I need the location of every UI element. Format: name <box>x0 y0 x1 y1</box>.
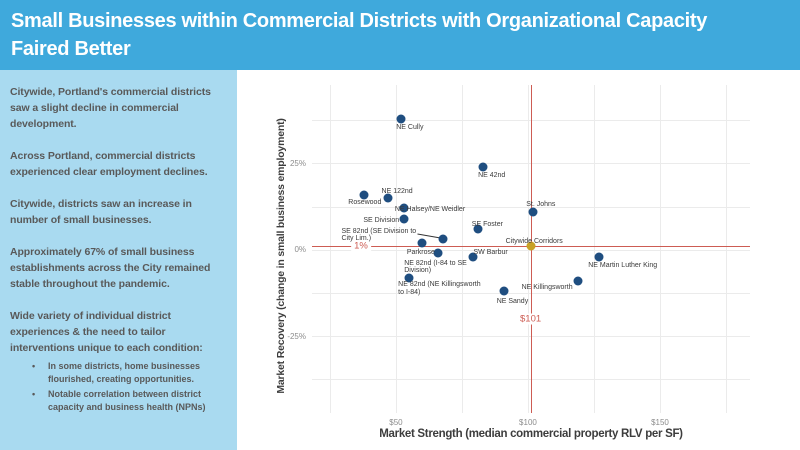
scatter-dot-label: Citywide Corridors <box>505 237 563 245</box>
scatter-dot <box>499 286 509 296</box>
scatter-dot-label: NE Killingsworth <box>521 283 573 291</box>
scatter-dot-label: SE Foster <box>471 220 503 228</box>
scatter-dot-label: Rosewood <box>348 199 382 207</box>
scatter-dot-label: NE 42nd <box>478 172 506 180</box>
sidebar-bullet: In some districts, home businesses flour… <box>30 360 228 385</box>
scatter-dot <box>468 252 478 262</box>
sidebar-paragraph: Citywide, districts saw an increase in n… <box>10 198 192 226</box>
x-gridline <box>593 85 595 413</box>
y-tick-label: 0% <box>294 245 306 255</box>
scatter-dot-label: NE Cully <box>396 123 424 131</box>
y-tick-label: -25% <box>287 331 306 341</box>
sidebar-paragraph: Citywide, Portland's commercial district… <box>10 86 211 130</box>
scatter-dot <box>478 162 488 172</box>
scatter-dot-label: SE 82nd (SE Division to City Lim.) <box>341 227 417 243</box>
reference-label-101-dollars: $101 <box>517 313 545 325</box>
x-gridline <box>725 85 727 413</box>
x-tick-label: $150 <box>651 418 669 427</box>
scatter-dot <box>594 252 604 262</box>
slide-header: Small Businesses within Commercial Distr… <box>0 0 800 70</box>
x-tick-label: $50 <box>389 418 403 427</box>
scatter-dot-label: NE 82nd (I-84 to SE Division) <box>404 259 467 275</box>
scatter-dot <box>573 276 583 286</box>
scatter-dot <box>359 190 369 200</box>
scatter-dot <box>528 207 538 217</box>
label-leader-lines <box>417 233 441 239</box>
scatter-dot-label: St. Johns <box>526 201 556 209</box>
x-gridline <box>461 85 463 413</box>
y-tick-label: 25% <box>289 158 306 168</box>
scatter-dot <box>399 214 409 224</box>
sidebar-bullet: Notable correlation between district cap… <box>30 388 228 413</box>
scatter-dot <box>399 203 409 213</box>
scatter-dot-label: NE Sandy <box>496 297 529 305</box>
sidebar-paragraph: Across Portland, commercial districts ex… <box>10 150 208 178</box>
scatter-dot-label: SE Division <box>363 216 400 224</box>
scatter-dot-label: NE Martin Luther King <box>588 262 658 270</box>
x-gridline <box>395 85 397 413</box>
scatter-plot: Market Recovery (change in small busines… <box>237 70 800 450</box>
x-gridline <box>659 85 661 413</box>
sidebar-paragraph: Wide variety of individual district expe… <box>10 310 203 354</box>
x-gridline <box>329 85 331 413</box>
slide-title-line-1: Small Businesses within Commercial Distr… <box>11 10 708 32</box>
x-axis-title: Market Strength (median commercial prope… <box>379 428 683 440</box>
scatter-dot-label: NE 82nd (NE Killingsworth to I-84) <box>398 281 481 296</box>
scatter-dot-label: SW Barbur <box>473 248 508 256</box>
slide-title-line-2: Faired Better <box>11 38 131 60</box>
reference-label-1-percent: 1% <box>351 240 371 252</box>
scatter-dot-citywide-corridors <box>526 241 536 251</box>
scatter-dot-label: NE Halsey/NE Weidler <box>394 206 466 214</box>
scatter-dot-label: Parkrose <box>406 249 435 257</box>
scatter-dot <box>473 224 483 234</box>
scatter-dot <box>433 248 443 258</box>
sidebar-text-panel: Citywide, Portland's commercial district… <box>0 70 237 450</box>
scatter-dot <box>417 238 427 248</box>
sidebar-paragraph: Approximately 67% of small business esta… <box>10 246 211 290</box>
x-tick-label: $100 <box>519 418 537 427</box>
scatter-dot <box>438 234 448 244</box>
scatter-dot-label: NE 122nd <box>381 187 413 195</box>
scatter-dot <box>396 114 406 124</box>
scatter-dot <box>383 193 393 203</box>
sidebar-bullet-list: In some districts, home businesses flour… <box>30 360 228 413</box>
scatter-dot <box>404 273 414 282</box>
